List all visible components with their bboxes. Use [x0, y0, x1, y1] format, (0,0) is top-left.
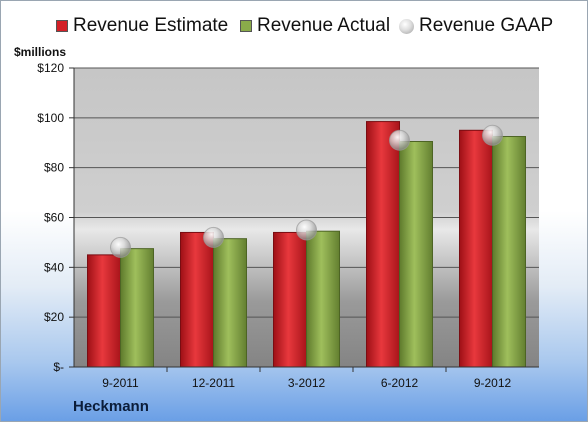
y-tick-label: $80: [44, 161, 64, 175]
bar-revenue-actual: [399, 141, 433, 368]
y-tick-label: $60: [44, 211, 64, 225]
x-tick-label: 3-2012: [288, 376, 326, 390]
y-tick-label: $100: [37, 111, 64, 125]
bar-revenue-estimate: [180, 231, 214, 368]
bar-revenue-actual: [306, 230, 340, 368]
point-revenue-gaap: [203, 226, 224, 248]
x-tick-label: 6-2012: [381, 376, 419, 390]
y-tick-label: $-: [53, 360, 64, 374]
legend: Revenue Estimate Revenue Actual Revenue …: [1, 15, 587, 43]
legend-marker-revenue-gaap: [399, 18, 414, 34]
legend-label-revenue-gaap: Revenue GAAP: [419, 15, 554, 36]
point-revenue-gaap: [296, 219, 317, 241]
legend-item-revenue-estimate: Revenue Estimate: [56, 15, 228, 37]
gaap-points: [110, 124, 503, 258]
bar-revenue-estimate: [87, 254, 121, 368]
company-label: Heckmann: [73, 398, 149, 415]
legend-item-revenue-gaap: Revenue GAAP: [399, 15, 553, 37]
legend-item-revenue-actual: Revenue Actual: [240, 15, 390, 37]
point-revenue-gaap: [110, 236, 131, 258]
bar-revenue-actual: [492, 136, 526, 368]
bar-revenue-estimate: [459, 129, 493, 368]
x-tick-label: 9-2012: [474, 376, 512, 390]
legend-swatch-revenue-estimate: [56, 20, 68, 32]
x-tick-label: 9-2011: [102, 376, 139, 390]
y-axis: $- $20 $40 $60 $80 $100 $120: [37, 61, 75, 374]
y-tick-label: $120: [37, 61, 64, 75]
bar-revenue-actual: [213, 238, 247, 368]
legend-label-revenue-estimate: Revenue Estimate: [73, 15, 229, 36]
point-revenue-gaap: [482, 124, 503, 146]
y-tick-label: $40: [44, 260, 64, 274]
bars: [87, 121, 526, 368]
x-axis: 9-2011 12-2011 3-2012 6-2012 9-2012: [74, 366, 539, 390]
bar-revenue-actual: [120, 248, 154, 368]
bar-revenue-estimate: [273, 231, 307, 368]
x-tick-label: 12-2011: [192, 376, 235, 390]
bar-revenue-estimate: [366, 121, 400, 368]
point-revenue-gaap: [389, 129, 410, 151]
y-axis-unit-label: $millions: [14, 45, 67, 59]
legend-label-revenue-actual: Revenue Actual: [257, 15, 391, 36]
legend-swatch-revenue-actual: [240, 20, 252, 32]
y-tick-label: $20: [44, 310, 64, 324]
